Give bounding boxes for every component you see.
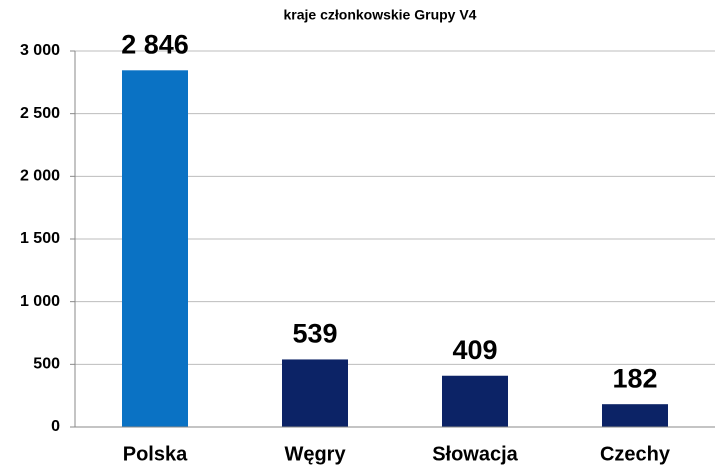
bar bbox=[602, 404, 668, 427]
bar bbox=[122, 70, 188, 427]
bar bbox=[442, 375, 508, 427]
y-tick-label: 2 500 bbox=[20, 105, 60, 122]
y-tick-label: 0 bbox=[51, 418, 60, 435]
y-tick-label: 1 000 bbox=[20, 293, 60, 310]
x-tick-label: Węgry bbox=[284, 443, 346, 465]
chart-title: kraje członkowskie Grupy V4 bbox=[284, 7, 477, 23]
bar bbox=[282, 359, 348, 427]
value-label: 539 bbox=[292, 319, 337, 349]
y-tick-label: 3 000 bbox=[20, 42, 60, 59]
y-tick-label: 500 bbox=[33, 356, 60, 373]
x-tick-label: Czechy bbox=[600, 443, 671, 465]
x-tick-label: Słowacja bbox=[432, 443, 518, 465]
y-tick-label: 2 000 bbox=[20, 168, 60, 185]
value-label: 409 bbox=[452, 335, 497, 365]
value-label: 182 bbox=[612, 363, 657, 393]
y-tick-label: 1 500 bbox=[20, 230, 60, 247]
value-label: 2 846 bbox=[121, 29, 189, 59]
x-tick-label: Polska bbox=[123, 443, 188, 465]
